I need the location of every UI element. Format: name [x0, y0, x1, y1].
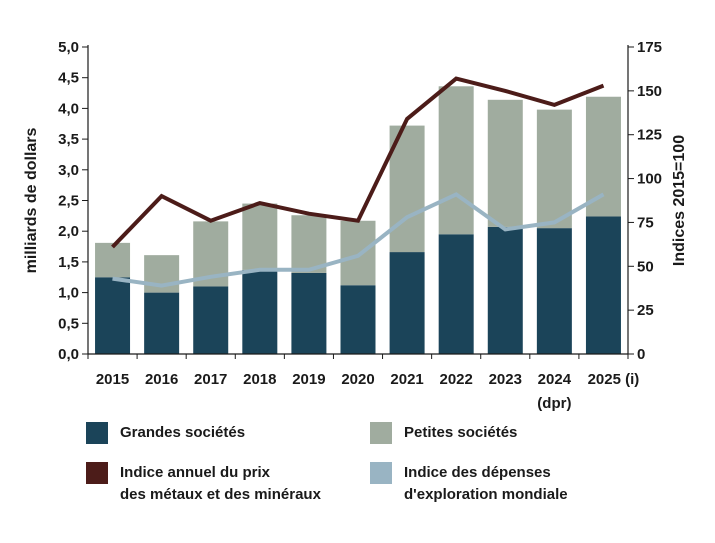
bar-grandes-2023 [487, 226, 523, 354]
y-tick-label-0,5: 0,5 [58, 315, 79, 332]
x-label-2020: 2020 [341, 371, 374, 388]
bar-petites-2018 [242, 203, 278, 270]
y2-tick-label-0: 0 [637, 346, 645, 363]
x-label-2017: 2017 [194, 371, 227, 388]
bar-grandes-2015 [95, 277, 131, 354]
line-indice-prix [111, 76, 605, 249]
x-label-2019: 2019 [292, 371, 325, 388]
y-tick-label-5,0: 5,0 [58, 39, 79, 56]
axes-layer: 0,0 0,5 1,0 1,5 2,0 2,5 3,0 3,5 4,0 4,5 5,0 0 25 50 75… [23, 39, 688, 412]
y2-tick-label-125: 125 [637, 127, 662, 144]
bar-grandes-2021 [389, 252, 425, 354]
bar-grandes-2025 [585, 216, 621, 354]
bar-grandes-2019 [291, 272, 327, 354]
y-axis-title: milliards de dollars [23, 127, 40, 273]
y2-tick-label-50: 50 [637, 258, 654, 275]
x-note-2024: (dpr) [537, 395, 571, 412]
x-label-2025: 2025 (i) [588, 371, 640, 388]
y-tick-label-1,5: 1,5 [58, 254, 79, 271]
y2-axis-title: Indices 2015=100 [671, 135, 688, 266]
y-tick-label-1,0: 1,0 [58, 285, 79, 302]
bar-grandes-2017 [193, 286, 229, 354]
bar-petites-2024 [536, 109, 572, 229]
bar-grandes-2016 [144, 292, 180, 354]
bar-petites-2022 [438, 86, 474, 235]
bar-petites-2015 [95, 242, 131, 278]
lines-layer [111, 76, 605, 288]
bar-grandes-2018 [242, 269, 278, 354]
y-tick-label-3,5: 3,5 [58, 131, 79, 148]
bar-petites-2025 [585, 96, 621, 217]
bar-petites-2023 [487, 99, 523, 227]
y2-tick-label-175: 175 [637, 39, 662, 56]
x-label-2024: 2024 [538, 371, 572, 388]
y-tick-label-2,0: 2,0 [58, 223, 79, 240]
x-label-2023: 2023 [489, 371, 522, 388]
y2-tick-label-150: 150 [637, 83, 662, 100]
bars-layer [95, 86, 621, 354]
x-label-2021: 2021 [390, 371, 423, 388]
y2-tick-label-75: 75 [637, 214, 654, 231]
y2-tick-label-100: 100 [637, 171, 662, 188]
bar-petites-2020 [340, 220, 376, 286]
y-tick-label-3,0: 3,0 [58, 162, 79, 179]
bar-grandes-2024 [536, 228, 572, 354]
y-tick-label-0,0: 0,0 [58, 346, 79, 363]
bar-grandes-2022 [438, 234, 474, 354]
y-tick-label-2,5: 2,5 [58, 193, 79, 210]
bar-petites-2019 [291, 215, 327, 273]
x-label-2018: 2018 [243, 371, 276, 388]
y-tick-label-4,5: 4,5 [58, 70, 79, 87]
x-label-2015: 2015 [96, 371, 129, 388]
x-label-2016: 2016 [145, 371, 178, 388]
bar-grandes-2020 [340, 285, 376, 354]
x-label-2022: 2022 [439, 371, 472, 388]
y-tick-label-4,0: 4,0 [58, 100, 79, 117]
y2-tick-label-25: 25 [637, 302, 654, 319]
